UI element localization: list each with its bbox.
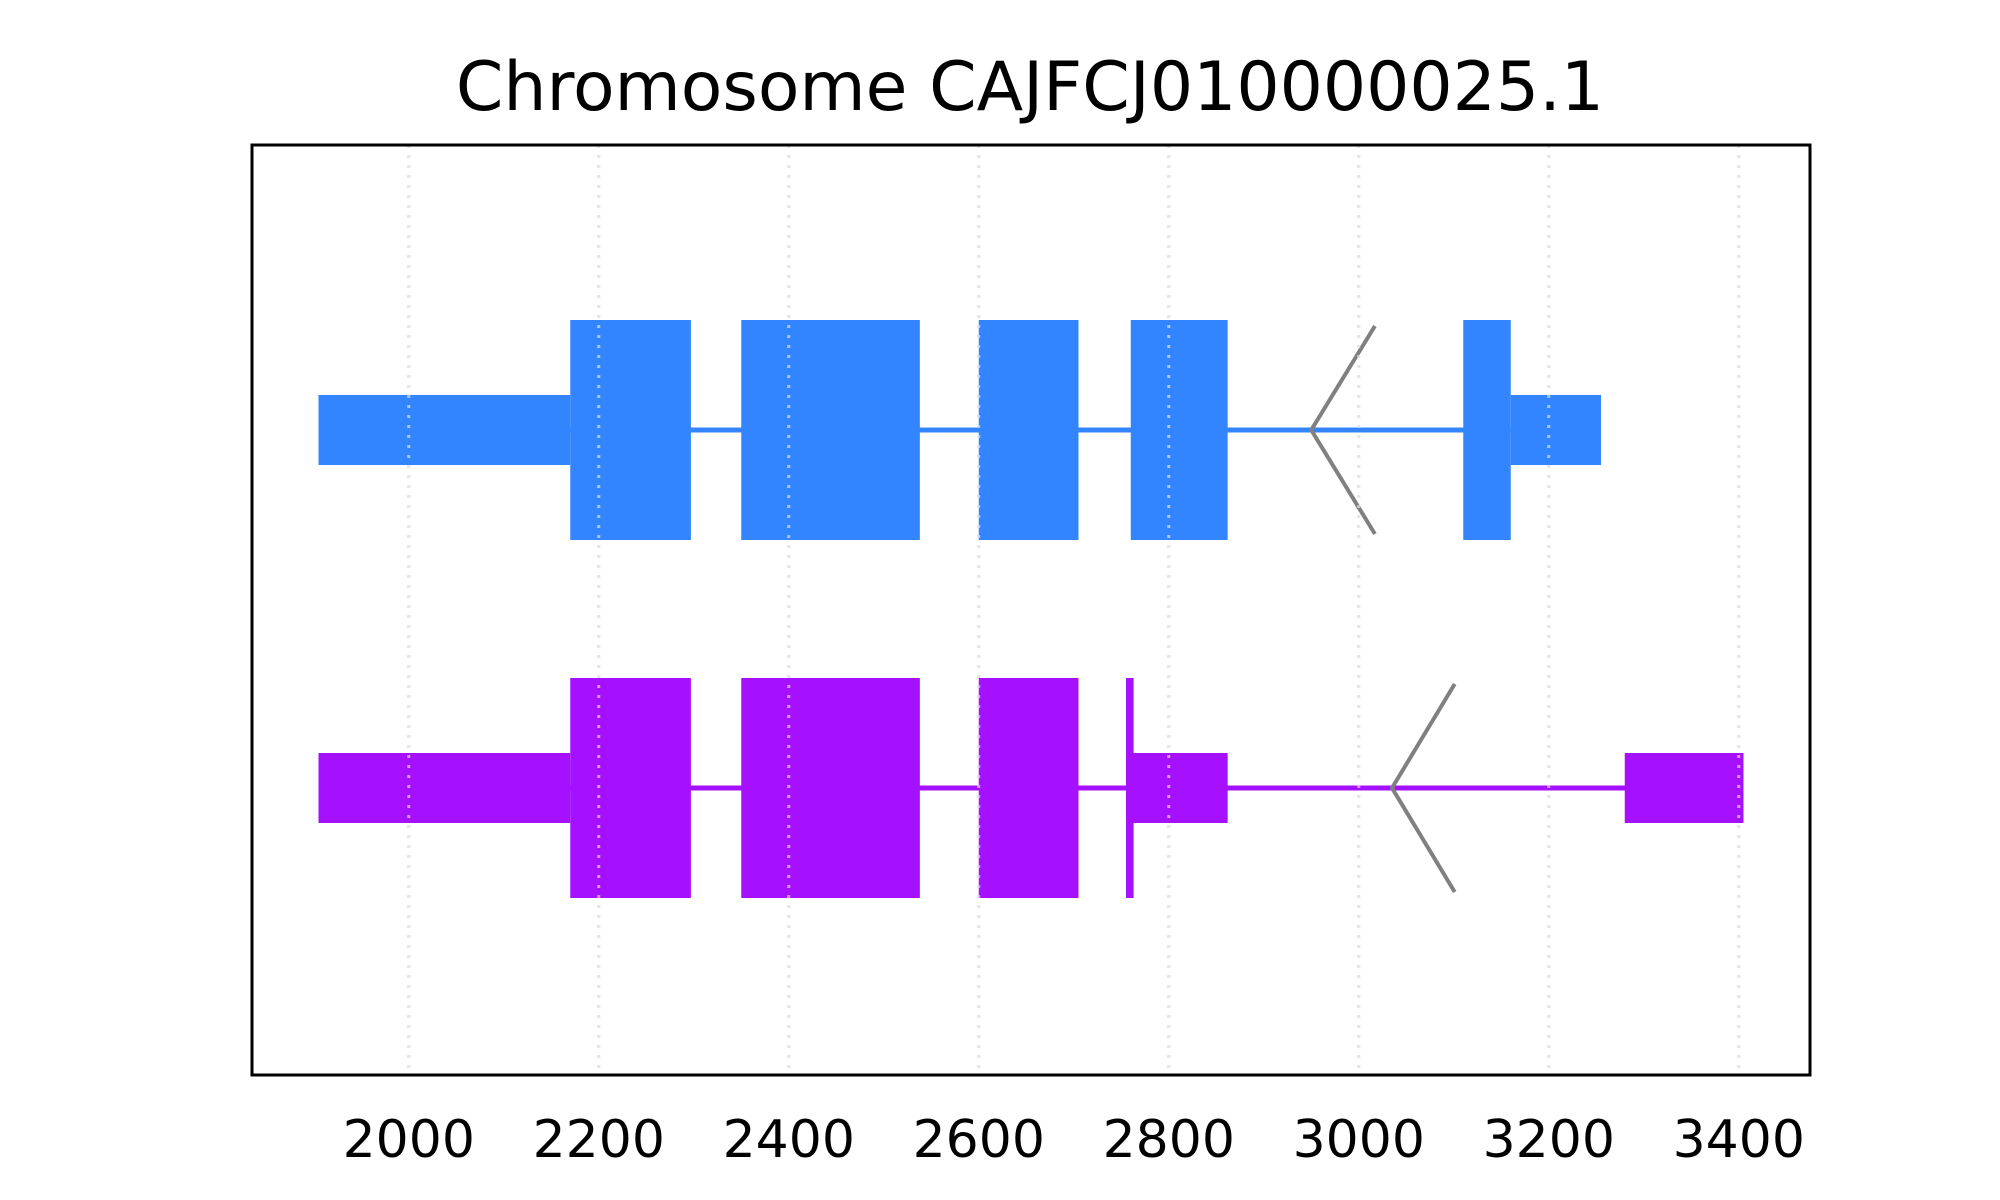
- splice-connector: [1389, 682, 1457, 894]
- grid-lines: [407, 145, 1741, 1075]
- x-tick-label-2000: 2000: [343, 1110, 475, 1170]
- x-tick-label-2800: 2800: [1103, 1110, 1235, 1170]
- cds-block-2: [741, 320, 920, 540]
- cds-block-4: [1130, 320, 1228, 540]
- utr-block-2: [1130, 753, 1228, 823]
- x-tick-label-2200: 2200: [533, 1110, 665, 1170]
- gene-tracks: [318, 145, 1744, 1075]
- x-tick-label-2400: 2400: [723, 1110, 855, 1170]
- cds-block-2: [741, 678, 920, 898]
- chart-title: Chromosome CAJFCJ010000025.1: [456, 48, 1604, 127]
- utr-block-1: [318, 395, 571, 465]
- cds-block-5: [1463, 320, 1511, 540]
- utr-block-1: [318, 753, 571, 823]
- x-axis-ticks: 2000 2200 2400 2600 2800 3000 3200 3400: [343, 1110, 1805, 1170]
- x-tick-label-3000: 3000: [1293, 1110, 1425, 1170]
- x-tick-label-3200: 3200: [1483, 1110, 1615, 1170]
- plot-frame: [250, 143, 1812, 1077]
- cds-block-4: [1126, 678, 1134, 898]
- cds-block-1: [570, 320, 691, 540]
- grid-overlay: [407, 145, 1741, 1075]
- cds-block-1: [570, 678, 691, 898]
- x-tick-label-3400: 3400: [1673, 1110, 1805, 1170]
- x-tick-label-2600: 2600: [913, 1110, 1045, 1170]
- utr-block-3: [1624, 753, 1744, 823]
- cds-block-3: [978, 678, 1079, 898]
- gene-track-1: [318, 320, 1601, 540]
- splice-connector: [1308, 324, 1377, 536]
- gene-track-2: [318, 678, 1744, 898]
- utr-block-2: [1510, 395, 1601, 465]
- cds-block-3: [978, 320, 1079, 540]
